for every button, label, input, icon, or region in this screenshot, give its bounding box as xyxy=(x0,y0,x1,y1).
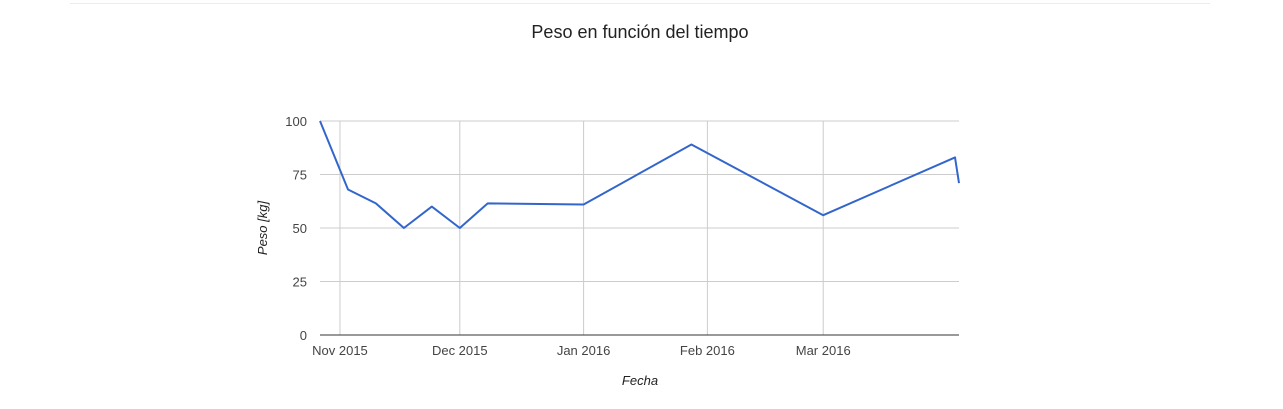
series-line xyxy=(319,120,960,229)
x-tick-label: Feb 2016 xyxy=(680,343,735,358)
x-tick-label: Dec 2015 xyxy=(432,343,488,358)
x-axis-label: Fecha xyxy=(622,373,658,388)
chart-title: Peso en función del tiempo xyxy=(531,22,748,42)
x-tick-label: Mar 2016 xyxy=(796,343,851,358)
x-tick-label: Nov 2015 xyxy=(312,343,368,358)
axes: 0 25 50 75 100 Nov 2015 Dec 2015 Jan 2016 Feb 20… xyxy=(285,114,959,358)
y-tick-label: 100 xyxy=(285,114,307,129)
y-tick-label: 75 xyxy=(293,168,307,183)
top-divider xyxy=(70,3,1210,4)
y-tick-label: 50 xyxy=(293,221,307,236)
series xyxy=(319,120,960,229)
y-tick-label: 25 xyxy=(293,275,307,290)
x-tick-label: Jan 2016 xyxy=(557,343,611,358)
y-tick-label: 0 xyxy=(300,328,307,343)
grid xyxy=(320,120,959,335)
y-axis-label: Peso [kg] xyxy=(255,201,270,256)
